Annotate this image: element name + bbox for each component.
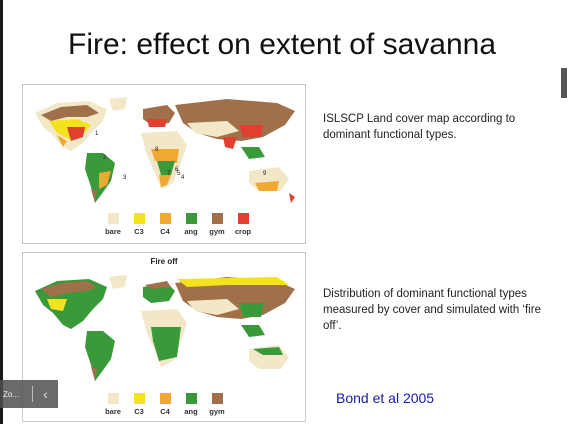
legend-item: C4 xyxy=(155,393,175,416)
zoom-button[interactable]: Zo... xyxy=(0,390,32,399)
legend-label: C3 xyxy=(134,407,144,416)
map-marker: 3 xyxy=(123,175,127,181)
legend-swatch xyxy=(186,393,197,404)
scroll-indicator[interactable] xyxy=(561,68,567,98)
legend-swatch xyxy=(212,213,223,224)
legend-item: C4 xyxy=(155,213,175,236)
legend-label: ang xyxy=(184,227,197,236)
legend-swatch xyxy=(108,393,119,404)
legend-item: ang xyxy=(181,393,201,416)
legend-item: crop xyxy=(233,213,253,236)
land-cover-map-panel: 1 2 3 4 5 6 7 8 9 bare C3 C4 ang gym crop xyxy=(22,84,306,244)
legend-swatch xyxy=(212,393,223,404)
legend-swatch xyxy=(186,213,197,224)
legend-item: C3 xyxy=(129,213,149,236)
world-map-fire-off xyxy=(27,271,301,389)
map-marker: 1 xyxy=(95,131,99,137)
panel-heading: Fire off xyxy=(23,257,305,266)
world-map-observed: 1 2 3 4 5 6 7 8 9 xyxy=(27,91,301,211)
legend-swatch xyxy=(108,213,119,224)
map-legend: bare C3 C4 ang gym xyxy=(103,393,227,416)
legend-swatch xyxy=(160,213,171,224)
caption-land-cover: ISLSCP Land cover map according to domin… xyxy=(323,111,553,143)
fire-off-map-panel: Fire off bare C3 C4 ang gym xyxy=(22,252,306,422)
legend-item: gym xyxy=(207,393,227,416)
legend-label: C3 xyxy=(134,227,144,236)
map-marker: 4 xyxy=(181,175,185,181)
legend-label: C4 xyxy=(160,227,170,236)
legend-swatch xyxy=(238,213,249,224)
legend-item: gym xyxy=(207,213,227,236)
legend-swatch xyxy=(160,393,171,404)
map-legend: bare C3 C4 ang gym crop xyxy=(103,213,253,236)
citation-link[interactable]: Bond et al 2005 xyxy=(336,390,434,406)
legend-label: gym xyxy=(209,407,224,416)
legend-label: ang xyxy=(184,407,197,416)
legend-label: bare xyxy=(105,227,121,236)
legend-label: crop xyxy=(235,227,251,236)
window-edge xyxy=(0,0,3,424)
slide-navigation: Zo... ‹ xyxy=(0,380,58,408)
slide-title: Fire: effect on extent of savanna xyxy=(68,28,496,62)
legend-swatch xyxy=(134,213,145,224)
legend-item: ang xyxy=(181,213,201,236)
caption-fire-off: Distribution of dominant functional type… xyxy=(323,286,553,334)
legend-swatch xyxy=(134,393,145,404)
legend-item: bare xyxy=(103,213,123,236)
legend-label: gym xyxy=(209,227,224,236)
legend-label: bare xyxy=(105,407,121,416)
legend-item: bare xyxy=(103,393,123,416)
legend-label: C4 xyxy=(160,407,170,416)
chevron-left-icon[interactable]: ‹ xyxy=(33,386,58,402)
legend-item: C3 xyxy=(129,393,149,416)
